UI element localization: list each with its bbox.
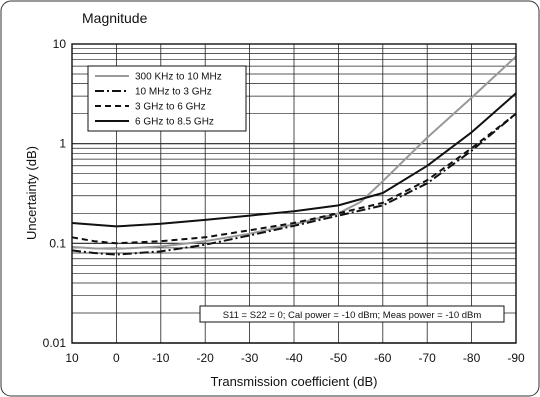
x-tick-label-10: -90 <box>507 351 525 365</box>
x-tick-label-9: -80 <box>463 351 481 365</box>
annotation-text: S11 = S22 = 0; Cal power = -10 dBm; Meas… <box>223 310 482 321</box>
x-tick-label-1: 0 <box>113 351 120 365</box>
legend-label-2: 3 GHz to 6 GHz <box>135 102 206 113</box>
x-tick-label-5: -40 <box>285 351 303 365</box>
series-line-1 <box>71 112 517 256</box>
y-tick-labels: 0.01 0.1 1 10 <box>43 37 67 350</box>
y-tick-label-1: 0.1 <box>49 236 66 250</box>
chart-title: Magnitude <box>82 10 148 26</box>
legend-label-0: 300 KHz to 10 MHz <box>135 72 222 83</box>
annotation: S11 = S22 = 0; Cal power = -10 dBm; Meas… <box>199 305 505 323</box>
x-tick-label-8: -70 <box>419 351 437 365</box>
y-tick-label-3: 10 <box>53 37 67 51</box>
x-tick-label-3: -20 <box>197 351 215 365</box>
legend-label-3: 6 GHz to 8.5 GHz <box>135 117 214 128</box>
y-tick-label-0: 0.01 <box>43 336 67 350</box>
series-line-0 <box>71 55 517 250</box>
series-line-2 <box>71 112 517 245</box>
x-tick-label-7: -60 <box>374 351 392 365</box>
y-axis-title: Uncertainty (dB) <box>24 146 39 240</box>
series-line-3 <box>71 92 517 228</box>
legend-label-1: 10 MHz to 3 GHz <box>135 87 212 98</box>
series-lines <box>71 55 517 256</box>
legend: 300 KHz to 10 MHz 10 MHz to 3 GHz 3 GHz to… <box>87 65 247 132</box>
x-tick-label-4: -30 <box>241 351 259 365</box>
x-axis-title: Transmission coefficient (dB) <box>211 374 378 389</box>
y-tick-label-2: 1 <box>59 137 66 151</box>
annotation-box <box>199 305 505 323</box>
x-tick-label-2: -10 <box>152 351 170 365</box>
x-tick-label-6: -50 <box>330 351 348 365</box>
plot-area-border <box>71 43 517 344</box>
x-tick-label-0: 10 <box>65 351 79 365</box>
x-tick-labels: 10 0 -10 -20 -30 -40 -50 -60 -70 -80 -90 <box>65 351 525 365</box>
